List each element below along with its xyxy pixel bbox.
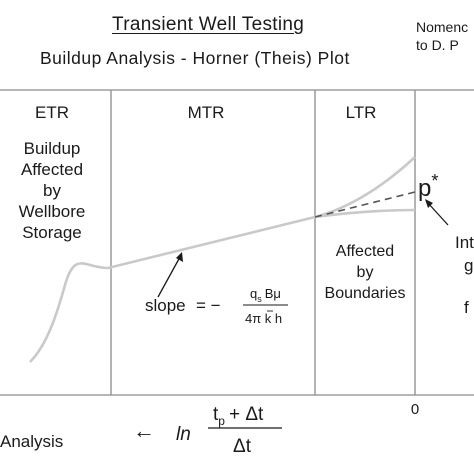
slope-numerator: qs Bμ (250, 286, 281, 304)
etr-note-line: Wellbore (19, 202, 86, 221)
p-star-label: p* (418, 171, 438, 202)
slope-denominator: 4π k h (245, 311, 282, 326)
region-label-mtr: MTR (188, 103, 225, 122)
nomenclature-note-line1: Nomenc (416, 19, 469, 35)
right-edge-text-2: g (464, 256, 473, 275)
nomenclature-note-line2: to D. P (416, 37, 459, 53)
region-label-etr: ETR (35, 103, 69, 122)
footer-left-text: Analysis (0, 432, 64, 451)
p-star-pointer-arrow (427, 202, 449, 226)
ltr-note-line: by (357, 264, 374, 281)
buildup-curve (29, 156, 416, 363)
etr-note-line: Affected (21, 160, 83, 179)
diagram-title: Transient Well Testing (112, 14, 305, 35)
x-axis-denominator: Δt (233, 436, 252, 457)
slope-pointer-arrow (157, 256, 181, 298)
right-edge-text-1: Int (455, 233, 474, 252)
slope-pointer-arrowhead (176, 252, 183, 262)
etr-note-line: Storage (22, 223, 82, 242)
slope-equals-minus: = − (196, 296, 221, 315)
x-axis-numerator: tp + Δt (213, 404, 264, 428)
ltr-note-line: Boundaries (325, 285, 406, 302)
diagram-subtitle: Buildup Analysis - Horner (Theis) Plot (40, 48, 350, 68)
mtr-extrapolation-dashed-line (314, 191, 416, 218)
etr-note-line: by (43, 181, 61, 200)
right-edge-text-3: f (464, 298, 469, 317)
slope-label: slope (145, 296, 186, 315)
boundary-flattened-curve (314, 208, 416, 219)
etr-note-line: Buildup (24, 139, 81, 158)
x-axis-ln-label: ln (176, 424, 191, 445)
p-star-pointer-arrowhead (425, 199, 433, 208)
x-axis-end-tick: 0 (411, 401, 419, 418)
x-axis-direction-arrow: ← (133, 418, 155, 443)
ltr-note-line: Affected (336, 243, 394, 260)
region-label-ltr: LTR (346, 103, 377, 122)
